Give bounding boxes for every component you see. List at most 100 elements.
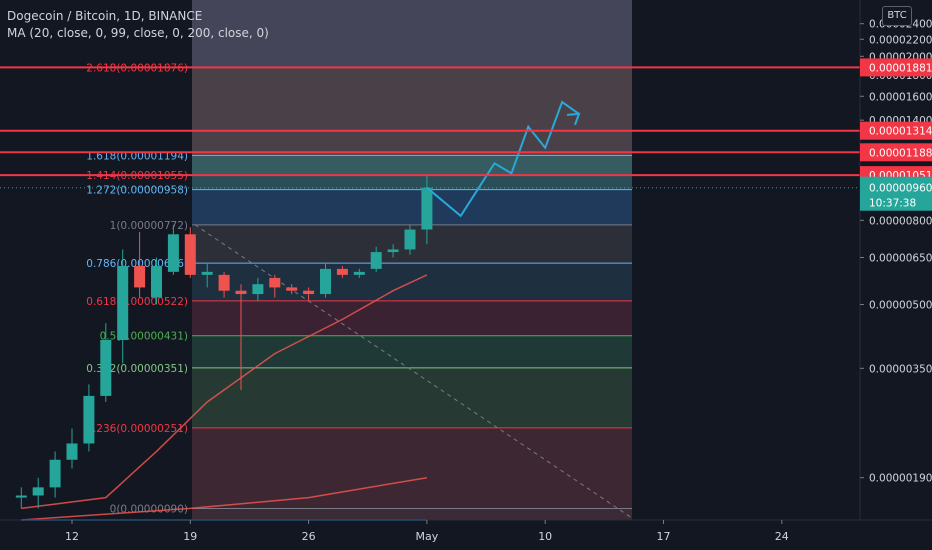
candle-body — [404, 229, 416, 250]
candle — [421, 175, 433, 245]
candle-body — [387, 249, 399, 253]
candle — [252, 277, 264, 301]
candle — [303, 287, 315, 301]
price-label-bg — [860, 143, 932, 162]
time-tick-label: 17 — [657, 530, 671, 543]
candle-body — [167, 234, 179, 272]
currency-button[interactable]: BTC — [882, 6, 912, 26]
candle — [320, 263, 331, 298]
moving-average-line — [21, 476, 428, 521]
fib-level-label: 0.5(0.00000431) — [100, 331, 188, 343]
price-tick-label: 0.00001600 — [869, 91, 932, 103]
fib-zone — [192, 155, 632, 176]
price-tick-label: 0.00000650 — [869, 253, 932, 265]
fib-level-label: 0.618(0.00000522) — [86, 296, 188, 308]
price-tick-label: 0.00000500 — [869, 299, 932, 311]
time-tick-label: 24 — [775, 530, 789, 543]
candle-body — [353, 271, 365, 275]
candle — [336, 265, 348, 278]
time-tick-label: May — [416, 530, 439, 543]
candle-body — [83, 395, 95, 444]
projection-path — [426, 100, 580, 218]
candle — [184, 227, 196, 278]
candle-body — [370, 252, 382, 269]
candle — [66, 428, 78, 469]
candle — [387, 244, 399, 258]
fib-zone-top — [192, 0, 632, 68]
time-tick-label: 10 — [538, 530, 552, 543]
candle-body — [100, 340, 112, 396]
price-tick-label: 0.00000800 — [869, 215, 932, 227]
price-label-text: 0.00001881 — [869, 62, 932, 74]
candle — [49, 451, 61, 498]
candle-body — [134, 265, 146, 288]
fib-level-label: 0.786(0.00000626) — [86, 258, 188, 270]
fib-level-label: 1.618(0.00001194) — [86, 150, 188, 162]
candle — [100, 323, 112, 402]
candle-body — [303, 290, 315, 295]
candle — [286, 284, 298, 295]
indicator-legend[interactable]: MA (20, close, 0, 99, close, 0, 200, clo… — [7, 26, 269, 40]
fib-level-label: 0.382(0.00000351) — [86, 363, 188, 375]
candle-body — [252, 284, 264, 295]
projection-arrowhead — [566, 112, 581, 126]
candle-body — [286, 287, 298, 291]
fib-zone — [192, 335, 632, 368]
fib-zone — [192, 189, 632, 225]
candle — [404, 224, 416, 255]
candle — [235, 284, 247, 391]
price-tick-label: 0.00000190 — [869, 473, 932, 485]
price-tick-label: 0.00002200 — [869, 34, 932, 46]
candle-body — [336, 268, 348, 275]
fib-level-label: 0.236(0.00000251) — [86, 423, 188, 435]
candle — [269, 274, 281, 298]
price-label-text: 0.00001314 — [869, 126, 932, 138]
price-label-bg — [860, 58, 932, 77]
time-tick-label: 12 — [65, 530, 79, 543]
candle-body — [421, 187, 433, 230]
price-label-red: 0.00001188 — [860, 143, 932, 162]
candle — [167, 224, 179, 275]
candle-body — [320, 268, 331, 295]
candle-body — [66, 443, 78, 460]
price-tick-label: 0.00000350 — [869, 363, 932, 375]
fib-zone — [192, 175, 632, 190]
candle — [117, 249, 129, 364]
fib-zone — [192, 67, 632, 156]
price-label-text: 0.00001188 — [869, 147, 932, 159]
candle — [15, 487, 27, 509]
current-price-bg — [860, 176, 932, 211]
candle — [32, 477, 44, 509]
fib-zone — [192, 508, 632, 520]
candle-body — [151, 265, 162, 298]
candle-body — [201, 271, 213, 275]
candle-body — [269, 277, 281, 288]
fib-level-label: 1(0.00000772) — [110, 220, 188, 232]
candle-body — [235, 290, 247, 295]
candle-body — [218, 274, 230, 291]
candle-body — [15, 495, 27, 498]
candle — [201, 263, 213, 288]
candle-body — [117, 265, 129, 341]
symbol-title[interactable]: Dogecoin / Bitcoin, 1D, BINANCE — [7, 9, 203, 23]
fib-zone — [192, 367, 632, 428]
candle-body — [32, 487, 44, 496]
price-label-red: 0.00001881 — [860, 58, 932, 77]
time-tick-label: 26 — [302, 530, 316, 543]
candle-body — [184, 234, 196, 275]
candle — [218, 271, 230, 298]
price-label-bg — [860, 121, 932, 140]
candle — [151, 257, 162, 305]
fib-zone — [192, 300, 632, 336]
countdown-text: 10:37:38 — [869, 198, 916, 210]
current-price-text: 0.00000960 — [869, 183, 932, 195]
price-label-red: 0.00001314 — [860, 121, 932, 140]
fib-zone — [192, 427, 632, 509]
candle — [370, 246, 382, 272]
candle — [134, 231, 146, 298]
time-tick-label: 19 — [183, 530, 197, 543]
current-price-badge: 0.00000960 10:37:38 — [860, 176, 932, 211]
candle-body — [49, 459, 61, 488]
candle — [353, 268, 365, 278]
